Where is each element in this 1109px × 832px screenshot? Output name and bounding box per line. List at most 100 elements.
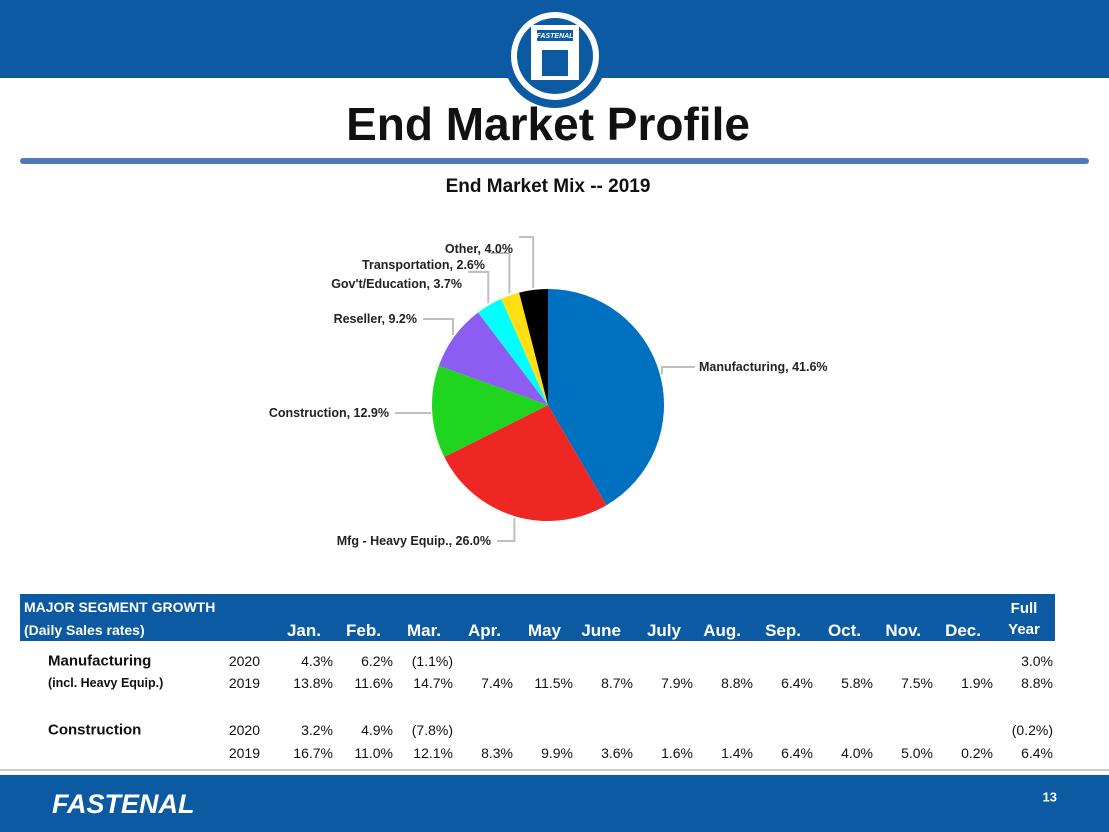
column-header: Nov. xyxy=(885,621,921,640)
pie-slice xyxy=(431,365,548,458)
chart-title: End Market Mix -- 2019 xyxy=(446,176,651,197)
row-label: (incl. Heavy Equip.) xyxy=(48,676,164,690)
slice-label: Transportation2.6% xyxy=(362,258,485,272)
slice-category: Mfg - Heavy Equip. xyxy=(337,534,456,548)
row-year: 2020 xyxy=(228,722,260,738)
table-cell: 7.9% xyxy=(661,675,693,691)
table-cell: 6.4% xyxy=(781,745,813,761)
table-cell: 5.8% xyxy=(841,675,873,691)
table-cell: (7.8%) xyxy=(411,722,453,738)
slice-value: 9.2% xyxy=(388,312,418,326)
slice-label: Other4.0% xyxy=(445,242,513,256)
table-cell: 1.4% xyxy=(721,745,753,761)
column-header: June xyxy=(581,621,621,640)
row-label: Manufacturing xyxy=(48,652,152,670)
footer-logo: FASTENAL xyxy=(52,789,195,819)
row-year: 2020 xyxy=(228,653,260,669)
logo-text: FASTENAL xyxy=(537,33,574,40)
row-year: 2019 xyxy=(228,675,260,691)
table-cell: 3.2% xyxy=(301,722,333,738)
footer-band xyxy=(0,775,1109,832)
pie-slice xyxy=(478,298,548,405)
table-cell: 11.5% xyxy=(534,675,573,691)
slice-category: Manufacturing xyxy=(699,360,792,374)
leader-line xyxy=(519,236,535,288)
logo-sign xyxy=(537,30,573,41)
page-title: End Market Profile xyxy=(346,98,750,150)
pie-slice xyxy=(548,289,664,506)
table-cell: 6.4% xyxy=(781,675,813,691)
table-cell: 6.4% xyxy=(1021,745,1053,761)
table-cell: 4.3% xyxy=(301,653,333,669)
leader-line xyxy=(423,318,454,336)
row-year: 2019 xyxy=(228,745,260,761)
leader-line xyxy=(395,412,432,414)
table-cell: 14.7% xyxy=(413,675,453,691)
column-header: Jan. xyxy=(286,621,321,640)
table-cell: 6.2% xyxy=(361,653,393,669)
leader-line xyxy=(468,271,490,304)
column-header: Sep. xyxy=(765,621,801,640)
pie xyxy=(395,236,695,542)
table-subtitle: (Daily Sales rates) xyxy=(24,622,145,638)
column-header: Mar. xyxy=(406,621,441,640)
slice-label: Gov't/Education3.7% xyxy=(331,277,462,291)
slice-label: Reseller9.2% xyxy=(334,312,417,326)
table-cell: 8.3% xyxy=(481,745,513,761)
table-cell: 8.8% xyxy=(721,675,753,691)
slice-category: Construction xyxy=(269,406,354,420)
page-number: 13 xyxy=(1043,789,1057,804)
row-label: Construction xyxy=(48,721,142,739)
column-header: Aug. xyxy=(703,621,741,640)
pie-slice xyxy=(519,289,548,405)
table-cell: 4.9% xyxy=(361,722,393,738)
table-cell: 0.2% xyxy=(961,745,993,761)
pie-slice xyxy=(444,405,607,521)
slice-value: 4.0% xyxy=(484,242,514,256)
column-header: Oct. xyxy=(827,621,861,640)
slice-label: Manufacturing41.6% xyxy=(699,360,828,374)
table-cell: 11.0% xyxy=(354,745,393,761)
table-cell: 5.0% xyxy=(901,745,933,761)
slice-label: Construction12.9% xyxy=(269,406,389,420)
logo-door xyxy=(542,50,568,76)
table-header-band xyxy=(20,594,1055,641)
column-header: Dec. xyxy=(945,621,981,640)
pie-slice xyxy=(438,312,548,405)
table-cell: 3.0% xyxy=(1021,653,1053,669)
table-cell: 1.6% xyxy=(661,745,693,761)
table-cell: (0.2%) xyxy=(1011,722,1053,738)
slice-value: 41.6% xyxy=(792,360,828,374)
slice-category: Other xyxy=(445,242,485,256)
table-cell: (1.1%) xyxy=(411,653,453,669)
table-cell: 1.9% xyxy=(961,675,993,691)
column-header: Feb. xyxy=(346,621,381,640)
column-header: Full Year xyxy=(1008,600,1040,638)
column-header: Apr. xyxy=(467,621,501,640)
slice-category: Gov't/Education xyxy=(331,277,433,291)
table-cell: 12.1% xyxy=(413,745,453,761)
table-cell: 13.8% xyxy=(293,675,333,691)
slice-value: 26.0% xyxy=(455,534,491,548)
column-header: July xyxy=(646,621,681,640)
slice-label: Mfg - Heavy Equip.26.0% xyxy=(337,534,491,548)
table-cell: 7.4% xyxy=(481,675,513,691)
table-cell: 3.6% xyxy=(601,745,633,761)
table-cell: 16.7% xyxy=(293,745,333,761)
slice-value: 2.6% xyxy=(456,258,486,272)
table-cell: 7.5% xyxy=(901,675,933,691)
slice-value: 3.7% xyxy=(433,277,463,291)
column-header: May xyxy=(527,621,561,640)
pie-slice xyxy=(501,292,548,405)
table-cell: 4.0% xyxy=(841,745,873,761)
leader-line xyxy=(491,252,511,294)
slice-value: 12.9% xyxy=(353,406,389,420)
table-title: MAJOR SEGMENT GROWTH xyxy=(24,599,216,615)
leader-line xyxy=(660,366,695,375)
table-cell: 11.6% xyxy=(354,675,393,691)
slice-category: Reseller xyxy=(334,312,389,326)
leader-line xyxy=(497,518,516,542)
table-cell: 8.8% xyxy=(1021,675,1053,691)
